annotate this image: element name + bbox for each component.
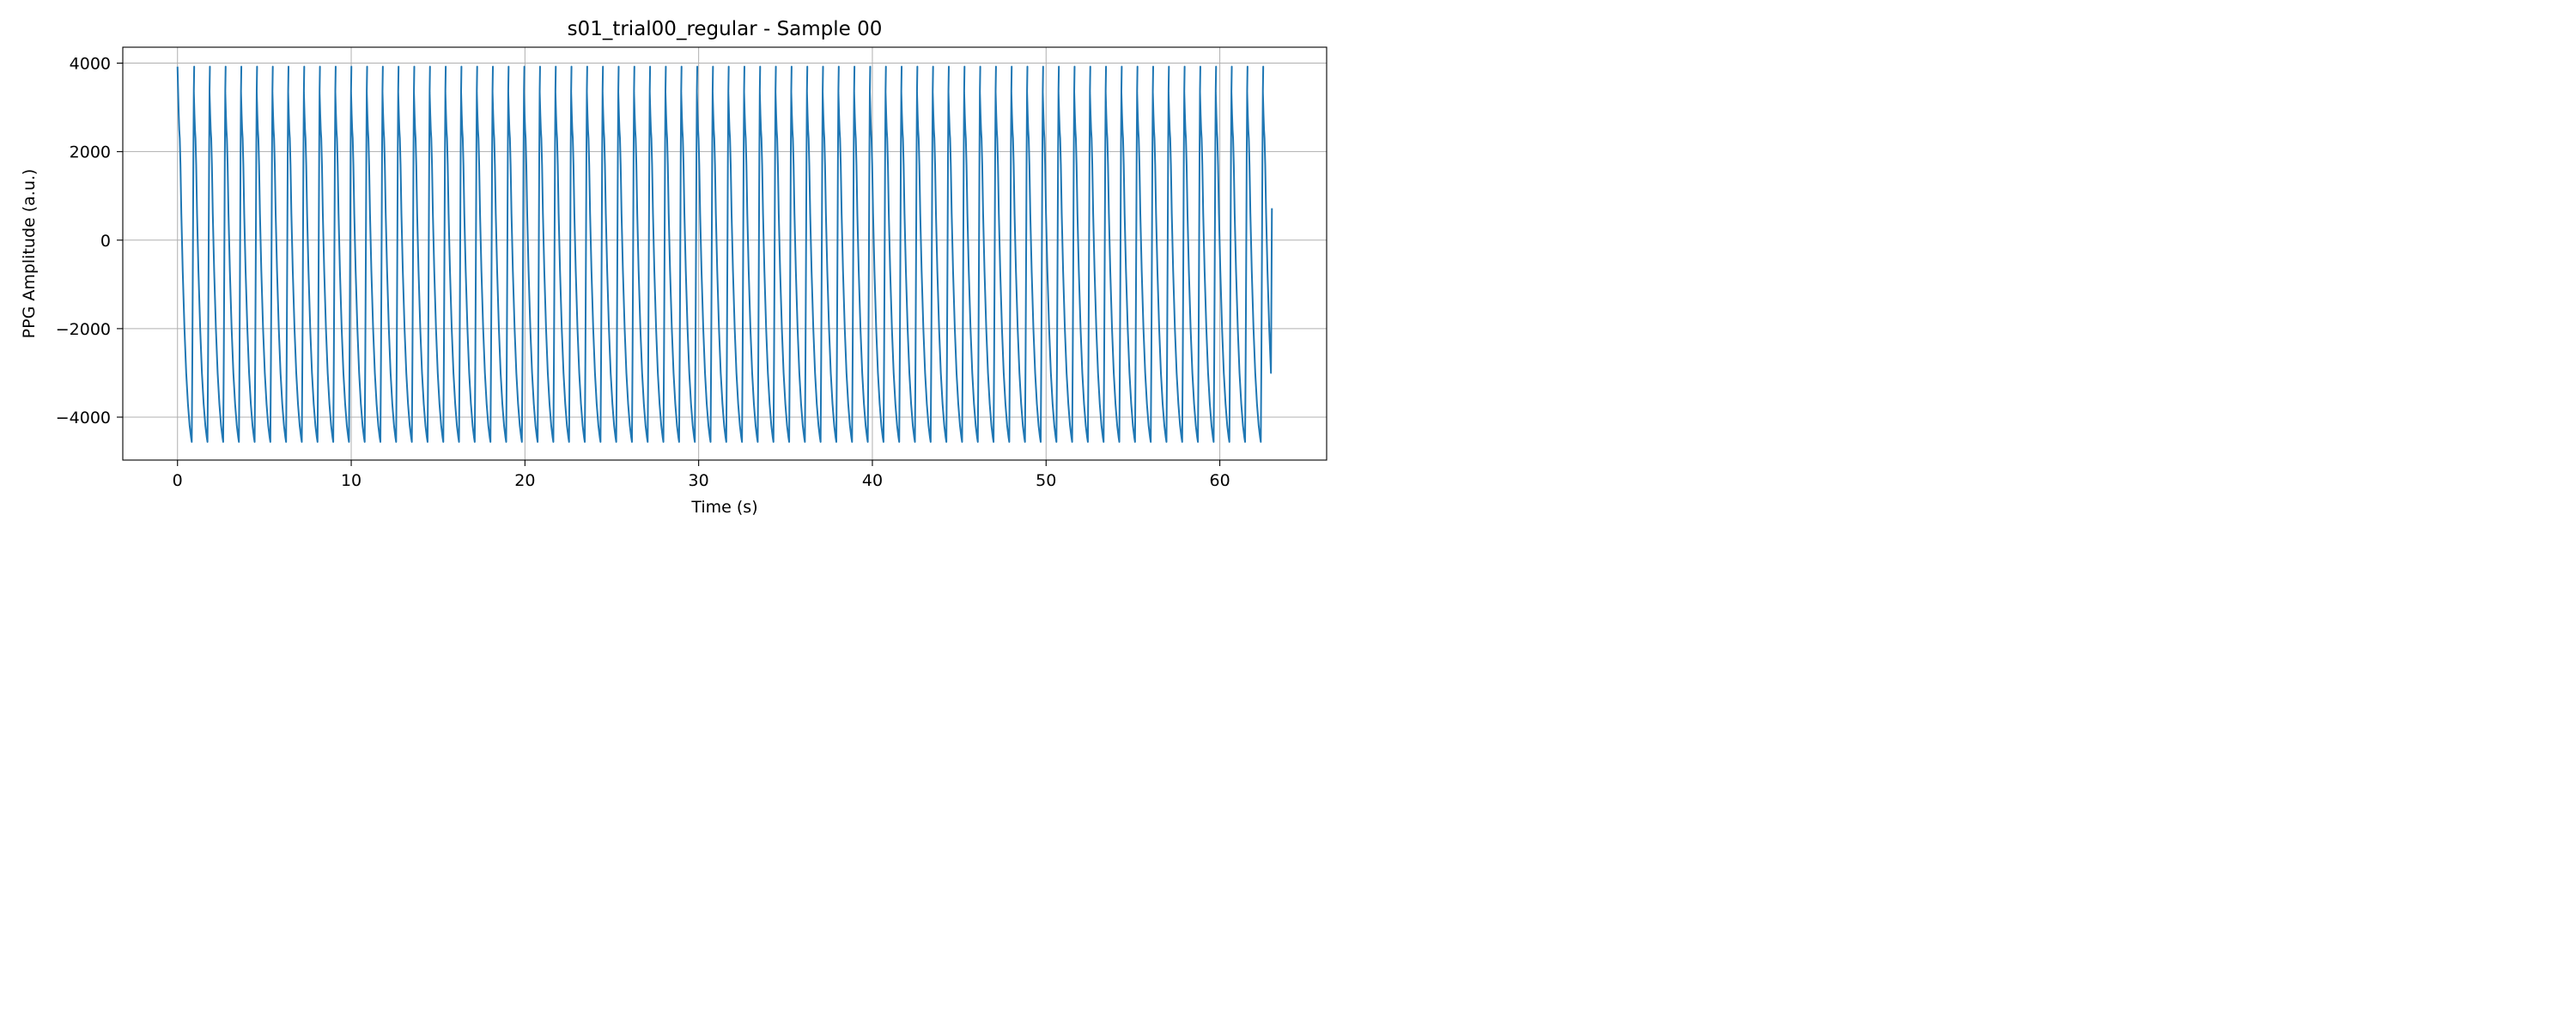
ticks: 0 10 20 30 40 50 60 −4000 −2000 0 2000 4000 xyxy=(56,55,1230,490)
x-tick-label: 40 xyxy=(862,471,883,490)
y-tick-label: 0 xyxy=(100,232,111,251)
x-tick-label: 10 xyxy=(341,471,361,490)
x-tick-label: 60 xyxy=(1209,471,1230,490)
x-axis-label: Time (s) xyxy=(690,498,757,517)
y-axis-label: PPG Amplitude (a.u.) xyxy=(20,169,39,339)
x-tick-label: 0 xyxy=(173,471,183,490)
x-tick-label: 20 xyxy=(514,471,535,490)
ppg-series-line xyxy=(176,65,1273,443)
x-tick-label: 50 xyxy=(1036,471,1056,490)
ppg-line-chart: 0 10 20 30 40 50 60 −4000 −2000 0 2000 4000 s01_tri… xyxy=(0,0,1346,538)
axes-frame xyxy=(122,46,1327,461)
plot-data xyxy=(176,65,1273,443)
y-tick-label: 4000 xyxy=(70,55,111,74)
chart-title: s01_trial00_regular - Sample 00 xyxy=(568,18,883,40)
y-tick-label: −2000 xyxy=(56,320,111,339)
figure-background xyxy=(0,0,1346,538)
figure: 0 10 20 30 40 50 60 −4000 −2000 0 2000 4000 s01_tri… xyxy=(0,0,1346,538)
y-tick-label: −4000 xyxy=(56,409,111,427)
y-tick-label: 2000 xyxy=(70,143,111,162)
x-tick-label: 30 xyxy=(689,471,709,490)
